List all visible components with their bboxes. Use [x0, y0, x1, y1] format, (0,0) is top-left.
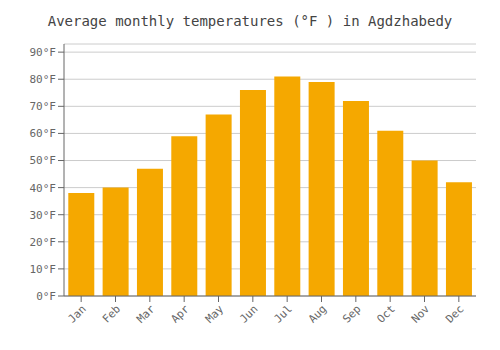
svg-text:50°F: 50°F	[30, 154, 57, 167]
svg-text:10°F: 10°F	[30, 263, 57, 276]
svg-text:Mar: Mar	[134, 302, 158, 326]
svg-text:Apr: Apr	[169, 302, 193, 326]
svg-text:Jan: Jan	[66, 302, 89, 325]
svg-text:70°F: 70°F	[30, 100, 57, 113]
svg-text:60°F: 60°F	[30, 127, 57, 140]
svg-text:May: May	[203, 302, 227, 326]
html-text:Average monthly temperatures (: Average monthly temperatures (°F ) in Ag…	[47, 13, 453, 29]
svg-text:Sep: Sep	[340, 302, 363, 325]
svg-text:40°F: 40°F	[30, 182, 57, 195]
svg-text:Feb: Feb	[100, 302, 123, 325]
svg-text:Nov: Nov	[409, 302, 433, 326]
svg-text:0°F: 0°F	[36, 290, 56, 303]
svg-text:Jul: Jul	[272, 302, 295, 325]
svg-text:Aug: Aug	[306, 302, 329, 325]
svg-text:80°F: 80°F	[30, 73, 57, 86]
svg-text:Dec: Dec	[443, 302, 466, 325]
svg-text:Jun: Jun	[237, 302, 260, 325]
svg-text:20°F: 20°F	[30, 236, 57, 249]
svg-text:90°F: 90°F	[30, 46, 57, 59]
svg-text:Oct: Oct	[375, 302, 398, 325]
svg-text:30°F: 30°F	[30, 209, 57, 222]
